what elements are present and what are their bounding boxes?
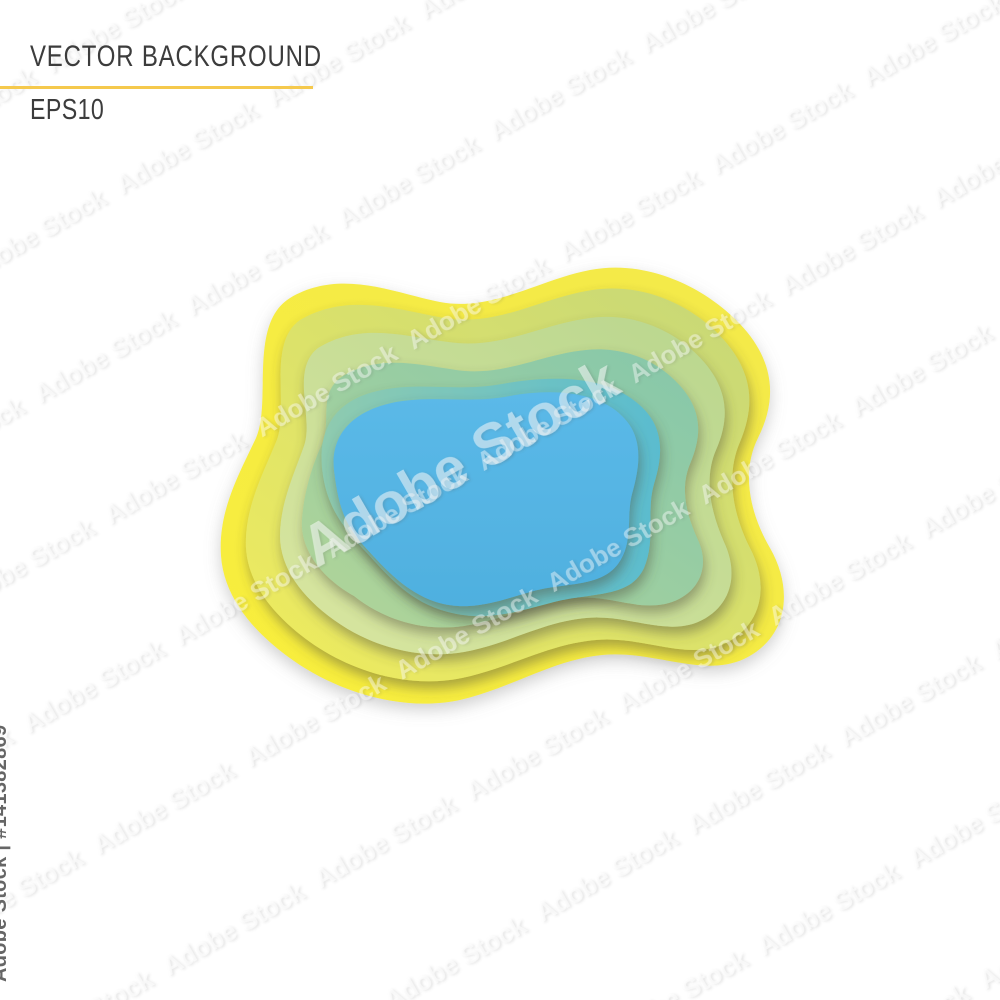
asset-id-vertical: Adobe Stock | #141382869: [0, 724, 11, 982]
page-title: VECTOR BACKGROUND: [30, 40, 322, 73]
title-underline: [0, 86, 313, 89]
eps-label: EPS10: [30, 94, 105, 126]
